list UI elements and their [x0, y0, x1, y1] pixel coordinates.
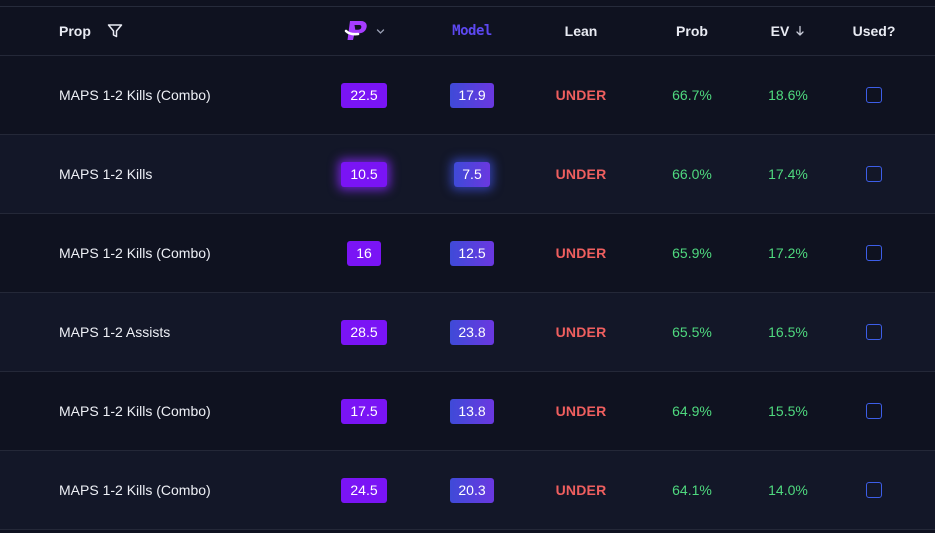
table-header: Prop Model [0, 7, 935, 56]
header-used[interactable]: Used? [824, 7, 924, 55]
prob-value: 64.1% [672, 482, 712, 498]
ev-value: 18.6% [768, 87, 808, 103]
header-prob-label: Prob [676, 23, 708, 39]
model-projection-badge: 7.5 [454, 161, 490, 187]
ev-value: 17.4% [768, 166, 808, 182]
ev-value: 15.5% [768, 403, 808, 419]
header-prizepicks[interactable] [304, 7, 424, 55]
model-projection-badge: 20.3 [450, 477, 494, 503]
prop-name: MAPS 1-2 Kills [59, 166, 153, 182]
model-projection-badge: 17.9 [450, 82, 494, 108]
header-lean[interactable]: Lean [531, 7, 631, 55]
prob-value: 65.5% [672, 324, 712, 340]
prizepicks-line-badge: 28.5 [341, 319, 387, 345]
prizepicks-line-badge: 10.5 [341, 161, 387, 187]
used-checkbox[interactable] [866, 482, 882, 498]
model-projection-badge: 13.8 [450, 398, 494, 424]
header-ev[interactable]: EV [738, 7, 838, 55]
prop-name: MAPS 1-2 Kills (Combo) [59, 245, 211, 261]
top-divider [0, 6, 935, 7]
used-checkbox[interactable] [866, 245, 882, 261]
header-prop[interactable]: Prop [59, 7, 299, 55]
filter-icon[interactable] [107, 23, 123, 39]
ev-value: 16.5% [768, 324, 808, 340]
chevron-down-icon[interactable] [376, 27, 385, 36]
prop-name: MAPS 1-2 Kills (Combo) [59, 403, 211, 419]
prob-value: 66.0% [672, 166, 712, 182]
header-lean-label: Lean [564, 23, 598, 39]
header-used-label: Used? [852, 23, 896, 39]
lean-value: UNDER [555, 245, 607, 261]
ev-value: 14.0% [768, 482, 808, 498]
prizepicks-line-badge: 22.5 [341, 82, 387, 108]
lean-value: UNDER [555, 403, 607, 419]
model-projection-badge: 12.5 [450, 240, 494, 266]
prizepicks-line-badge: 16 [347, 240, 381, 266]
header-ev-label: EV [770, 23, 790, 39]
ev-value: 17.2% [768, 245, 808, 261]
header-prob[interactable]: Prob [642, 7, 742, 55]
table-row[interactable]: MAPS 1-2 Kills (Combo) 16 12.5 UNDER 65.… [0, 214, 935, 293]
table-row[interactable]: MAPS 1-2 Kills (Combo) 17.5 13.8 UNDER 6… [0, 372, 935, 451]
header-model-label: Model [452, 23, 492, 39]
prop-name: MAPS 1-2 Kills (Combo) [59, 87, 211, 103]
prizepicks-line-badge: 17.5 [341, 398, 387, 424]
lean-value: UNDER [555, 324, 607, 340]
used-checkbox[interactable] [866, 87, 882, 103]
prob-value: 65.9% [672, 245, 712, 261]
prizepicks-logo-icon [344, 19, 370, 43]
lean-value: UNDER [555, 87, 607, 103]
table-row[interactable]: MAPS 1-2 Kills 10.5 7.5 UNDER 66.0% 17.4… [0, 135, 935, 214]
table-row[interactable]: MAPS 1-2 Kills (Combo) 24.5 20.3 UNDER 6… [0, 451, 935, 530]
lean-value: UNDER [555, 166, 607, 182]
header-prop-label: Prop [59, 23, 91, 39]
table-row[interactable]: MAPS 1-2 Assists 28.5 23.8 UNDER 65.5% 1… [0, 293, 935, 372]
used-checkbox[interactable] [866, 166, 882, 182]
prop-name: MAPS 1-2 Kills (Combo) [59, 482, 211, 498]
sort-arrow-down-icon[interactable] [795, 25, 805, 37]
header-model[interactable]: Model [412, 7, 532, 55]
used-checkbox[interactable] [866, 324, 882, 340]
lean-value: UNDER [555, 482, 607, 498]
prob-value: 64.9% [672, 403, 712, 419]
model-projection-badge: 23.8 [450, 319, 494, 345]
table-row[interactable]: MAPS 1-2 Kills (Combo) 22.5 17.9 UNDER 6… [0, 56, 935, 135]
prop-name: MAPS 1-2 Assists [59, 324, 171, 340]
prob-value: 66.7% [672, 87, 712, 103]
prizepicks-line-badge: 24.5 [341, 477, 387, 503]
used-checkbox[interactable] [866, 403, 882, 419]
